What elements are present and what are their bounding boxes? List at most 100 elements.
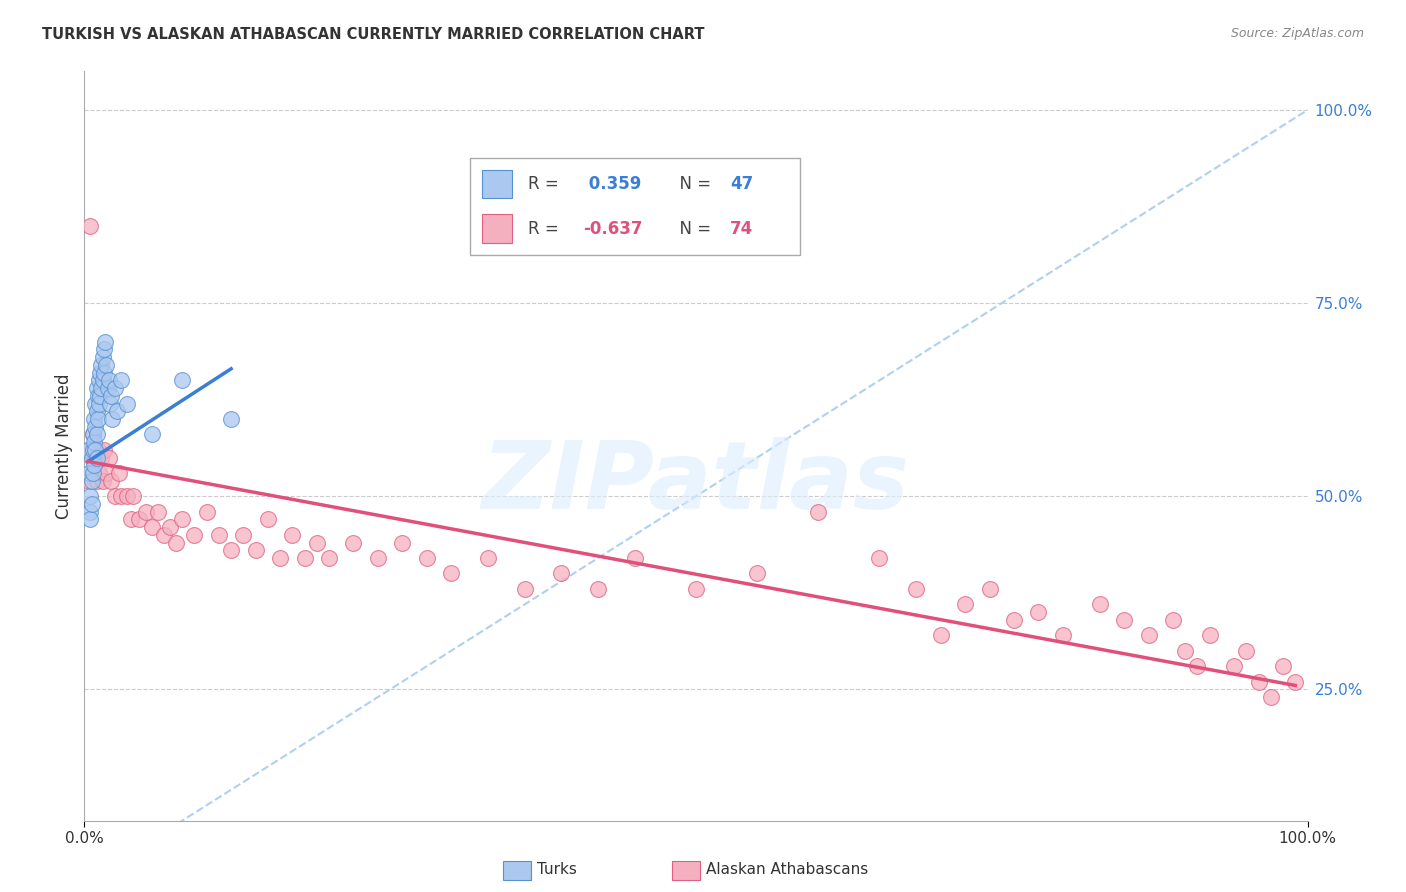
FancyBboxPatch shape	[470, 158, 800, 255]
Text: R =: R =	[529, 219, 564, 237]
Point	[91, 373, 114, 387]
Point	[685, 582, 707, 596]
Point	[1272, 659, 1295, 673]
Point	[979, 582, 1001, 596]
Point	[104, 381, 127, 395]
Text: Turks: Turks	[537, 863, 576, 877]
Point	[79, 489, 101, 503]
Point	[83, 435, 105, 450]
Point	[97, 373, 120, 387]
Point	[208, 528, 231, 542]
Point	[82, 427, 104, 442]
Point	[79, 512, 101, 526]
Point	[245, 543, 267, 558]
Point	[80, 450, 103, 465]
Point	[305, 535, 328, 549]
Point	[84, 442, 107, 457]
Point	[122, 489, 145, 503]
Text: Alaskan Athabascans: Alaskan Athabascans	[706, 863, 868, 877]
Point	[440, 566, 463, 581]
Point	[257, 512, 280, 526]
Point	[513, 582, 536, 596]
Point	[84, 419, 107, 434]
Point	[115, 396, 138, 410]
Text: R =: R =	[529, 175, 564, 193]
Point	[82, 466, 104, 480]
Point	[82, 427, 104, 442]
Point	[1052, 628, 1074, 642]
Point	[1028, 605, 1050, 619]
Point	[416, 551, 439, 566]
Text: 74: 74	[730, 219, 754, 237]
Point	[90, 358, 112, 372]
Point	[115, 489, 138, 503]
Point	[141, 427, 163, 442]
Point	[79, 219, 101, 233]
Point	[318, 551, 340, 566]
Point	[96, 466, 118, 480]
Point	[86, 474, 108, 488]
Point	[87, 373, 110, 387]
Point	[953, 598, 976, 612]
Point	[87, 412, 110, 426]
Point	[183, 528, 205, 542]
Point	[98, 396, 121, 410]
Point	[1161, 613, 1184, 627]
Point	[586, 582, 609, 596]
Point	[86, 450, 108, 465]
Point	[1247, 674, 1270, 689]
Point	[86, 427, 108, 442]
Point	[1198, 628, 1220, 642]
Point	[93, 366, 115, 380]
Point	[1187, 659, 1209, 673]
Point	[367, 551, 389, 566]
Point	[1002, 613, 1025, 627]
Point	[77, 442, 100, 457]
Point	[77, 442, 100, 457]
Text: 0.359: 0.359	[583, 175, 641, 193]
Point	[391, 535, 413, 549]
Point	[96, 358, 118, 372]
Point	[232, 528, 254, 542]
Point	[929, 628, 952, 642]
Text: -0.637: -0.637	[583, 219, 643, 237]
Point	[807, 505, 830, 519]
Point	[84, 396, 107, 410]
Point	[269, 551, 291, 566]
Point	[104, 489, 127, 503]
Point	[153, 528, 176, 542]
Text: N =: N =	[669, 175, 717, 193]
Point	[87, 442, 110, 457]
Point	[87, 389, 110, 403]
Point	[79, 505, 101, 519]
Point	[110, 373, 132, 387]
Point	[105, 404, 128, 418]
Point	[1088, 598, 1111, 612]
Text: Source: ZipAtlas.com: Source: ZipAtlas.com	[1230, 27, 1364, 40]
Point	[77, 466, 100, 480]
Point	[87, 466, 110, 480]
Point	[90, 450, 112, 465]
Point	[342, 535, 364, 549]
FancyBboxPatch shape	[482, 214, 513, 243]
Point	[86, 381, 108, 395]
Point	[219, 412, 242, 426]
Point	[91, 350, 114, 364]
Point	[89, 389, 111, 403]
Point	[100, 474, 122, 488]
Point	[86, 404, 108, 418]
Point	[1137, 628, 1160, 642]
Point	[83, 458, 105, 473]
Point	[107, 466, 129, 480]
Point	[77, 474, 100, 488]
FancyBboxPatch shape	[482, 169, 513, 198]
Point	[128, 512, 150, 526]
Text: N =: N =	[669, 219, 717, 237]
Point	[905, 582, 928, 596]
Point	[1114, 613, 1136, 627]
Point	[91, 474, 114, 488]
Text: ZIPatlas: ZIPatlas	[482, 437, 910, 530]
Point	[87, 396, 110, 410]
Point	[100, 389, 122, 403]
Point	[159, 520, 181, 534]
